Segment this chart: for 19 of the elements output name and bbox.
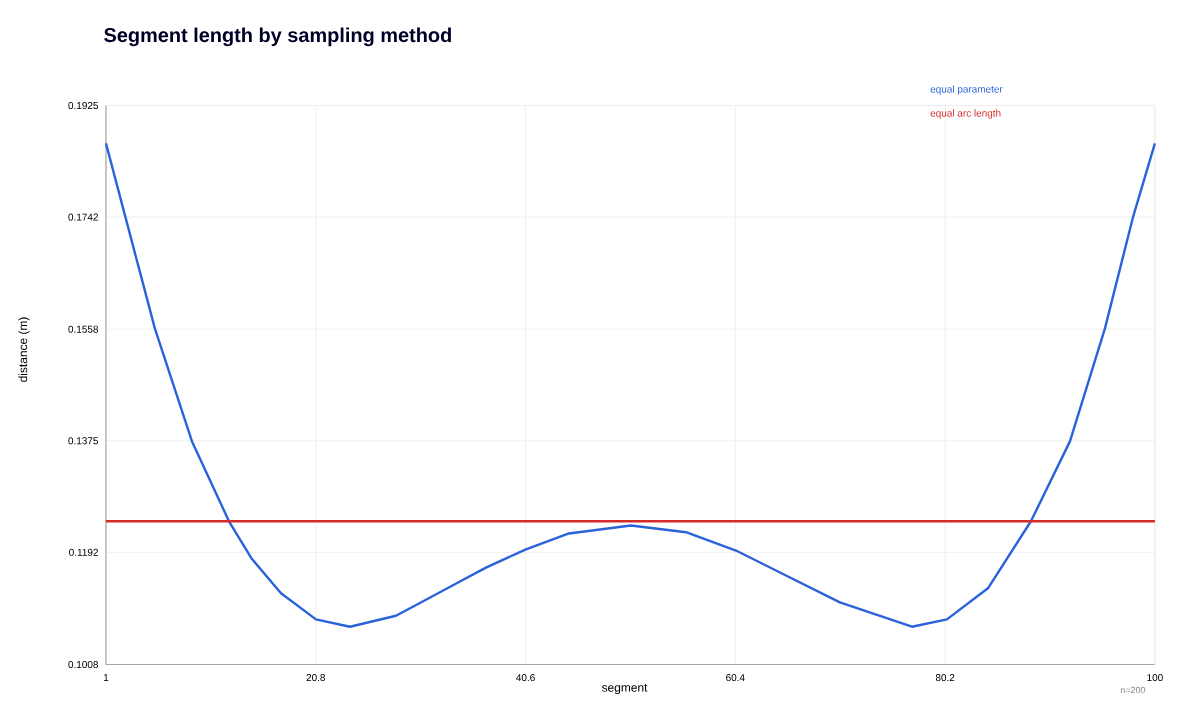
chart-title: Segment length by sampling method (104, 27, 451, 47)
x-tick-label: 40.6 (516, 674, 535, 682)
y-tick-label: 0.1192 (69, 548, 98, 556)
y-tick-label: 0.1008 (68, 660, 99, 669)
x-tick-label: 1 (103, 674, 109, 681)
x-tick-label: 80.2 (935, 674, 955, 682)
y-tick-label: 0.1742 (68, 213, 98, 221)
text: equal arc length (930, 109, 1001, 119)
x-tick-label: 60.4 (726, 674, 745, 682)
y-axis-title: distance (m) (18, 317, 30, 382)
y-tick-label: 0.1375 (68, 437, 99, 445)
text: n=200 (1120, 686, 1146, 694)
line-series (104, 142, 1157, 628)
y-tick-label: 0.1558 (68, 325, 99, 333)
x-tick-label: 100 (1147, 674, 1163, 682)
text: equal parameter (930, 85, 1003, 95)
x-tick-label: 20.8 (306, 674, 326, 682)
x-axis-title: segment (601, 683, 648, 695)
y-tick-label: 0.1925 (68, 101, 99, 110)
